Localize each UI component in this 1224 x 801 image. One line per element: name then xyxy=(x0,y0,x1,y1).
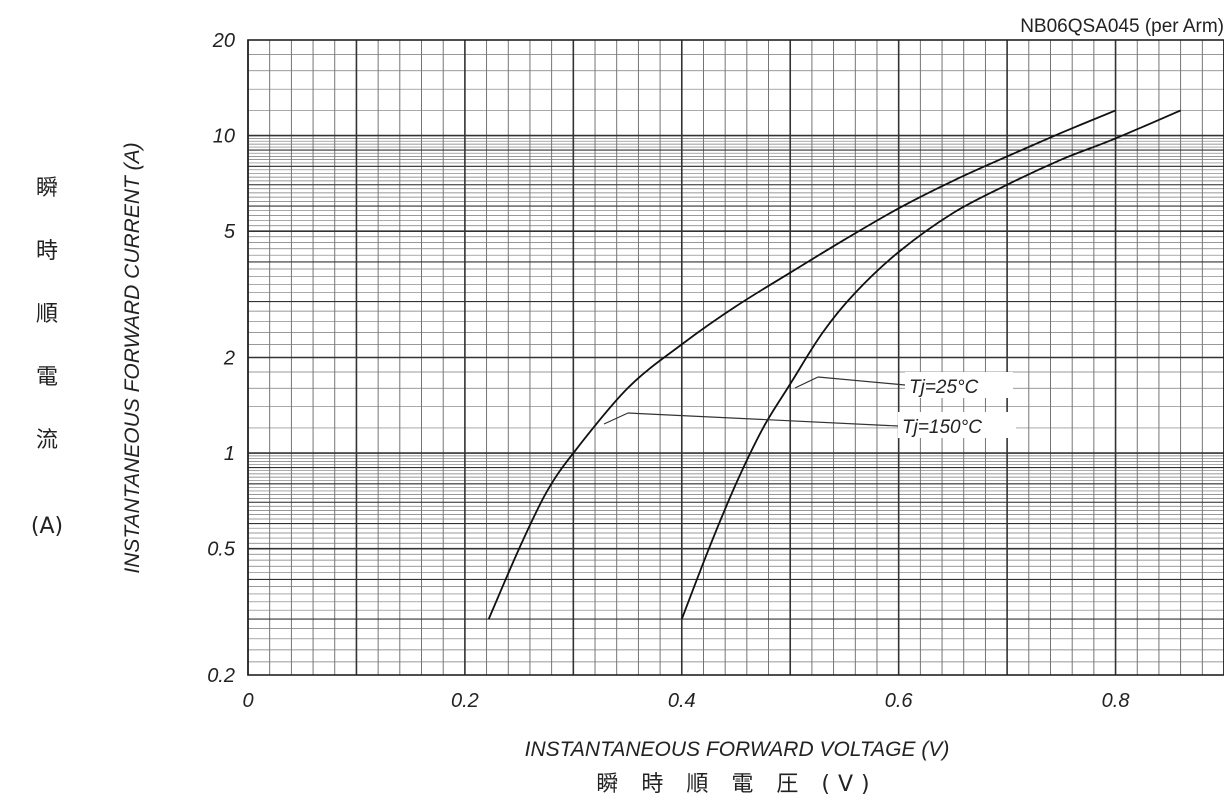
x-axis-title-jp: 瞬 時 順 電 圧 (V) xyxy=(596,772,877,797)
series-curves xyxy=(487,109,1181,620)
y-axis-jp-char: (A) xyxy=(31,514,63,539)
y-axis-jp-char: 瞬 xyxy=(36,176,58,201)
annotation-leader-tj150 xyxy=(627,412,899,427)
x-axis-title: INSTANTANEOUS FORWARD VOLTAGE (V) xyxy=(525,738,950,761)
y-axis-jp-char: 電 xyxy=(36,365,58,390)
y-axis-jp-char: 時 xyxy=(36,239,58,264)
y-tick-label: 10 xyxy=(213,126,235,148)
annotation-label-tj150: Tj=150°C xyxy=(902,417,982,438)
series-line-tj-150-c xyxy=(487,109,1116,620)
x-tick-label: 0.8 xyxy=(1102,690,1130,712)
y-tick-label: 0.5 xyxy=(207,539,236,561)
y-axis-jp-char: 順 xyxy=(36,302,58,327)
y-tick-label: 2 xyxy=(223,348,235,370)
series-line-tj-25-c xyxy=(680,109,1181,620)
y-tick-label: 1 xyxy=(224,443,235,465)
y-tick-label: 0.2 xyxy=(207,665,235,687)
y-tick-labels: 20 10 5 2 1 0.5 0.2 xyxy=(207,30,236,687)
x-tick-label: 0.4 xyxy=(668,690,696,712)
y-axis-title-jp: 瞬 時 順 電 流 (A) xyxy=(31,176,63,539)
x-tick-label: 0 xyxy=(242,690,253,712)
y-tick-label: 20 xyxy=(212,30,235,52)
major-grid xyxy=(247,39,1224,676)
x-tick-label: 0.6 xyxy=(885,690,914,712)
annotations: Tj=25°C Tj=150°C xyxy=(603,372,1016,438)
chart-subtitle: NB06QSA045 (per Arm) xyxy=(1020,16,1224,37)
y-axis-jp-char: 流 xyxy=(36,428,58,453)
annotation-label-tj25: Tj=25°C xyxy=(909,377,979,398)
annotation-leader-tj25 xyxy=(817,376,906,386)
x-tick-labels: 0 0.2 0.4 0.6 0.8 xyxy=(242,690,1129,712)
annotation-arrow-tj25 xyxy=(794,376,819,389)
y-axis-title: INSTANTANEOUS FORWARD CURRENT (A) xyxy=(121,142,144,573)
annotation-arrow-tj150 xyxy=(603,412,629,425)
plot-frame xyxy=(247,39,1224,676)
x-tick-label: 0.2 xyxy=(451,690,479,712)
y-tick-label: 5 xyxy=(224,221,236,243)
